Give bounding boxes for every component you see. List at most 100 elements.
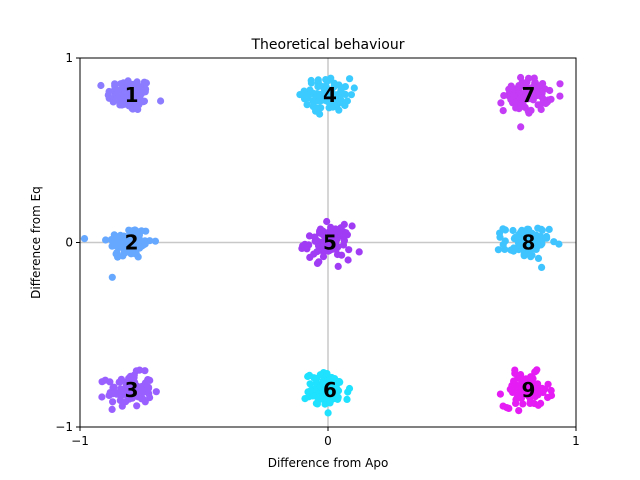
cluster-6-points (301, 369, 354, 417)
data-point (129, 240, 137, 248)
data-point (350, 84, 358, 92)
data-point (107, 236, 115, 244)
data-point (335, 106, 343, 114)
data-point (544, 380, 552, 388)
data-point (309, 392, 317, 400)
data-point (333, 250, 342, 259)
data-point (526, 385, 534, 393)
data-point (316, 225, 325, 233)
cluster-8-points (494, 224, 563, 271)
chart-title: Theoretical behaviour (251, 37, 405, 53)
data-point (319, 253, 328, 261)
data-point (336, 378, 344, 386)
data-point (547, 95, 555, 103)
data-point (343, 395, 351, 403)
data-point (80, 235, 89, 243)
cluster-5-points (298, 217, 363, 270)
data-point (511, 366, 519, 374)
data-point (327, 223, 335, 231)
data-point (334, 395, 342, 403)
data-point (133, 402, 141, 410)
data-point (126, 232, 134, 240)
data-point (324, 409, 332, 417)
data-point (537, 399, 545, 407)
data-point (311, 237, 319, 245)
data-point (501, 226, 509, 234)
data-point (525, 109, 533, 117)
cluster-7-points (497, 73, 564, 131)
data-point (534, 224, 542, 232)
data-point (520, 249, 529, 257)
data-point (133, 78, 141, 86)
data-point (132, 367, 140, 375)
data-point (550, 238, 558, 246)
data-point (313, 400, 321, 408)
data-point (345, 246, 353, 254)
data-point (518, 78, 526, 86)
data-point (327, 74, 335, 82)
data-point (306, 86, 314, 94)
data-point (325, 245, 333, 253)
data-point (305, 232, 314, 240)
data-point (534, 380, 542, 388)
data-point (141, 237, 149, 245)
data-point (122, 98, 130, 106)
data-point (106, 389, 114, 397)
data-point (547, 386, 555, 395)
cluster-label-7: 7 (521, 83, 535, 107)
cluster-labels: 1 2 3 4 5 6 7 8 9 (125, 83, 536, 402)
data-point (344, 256, 352, 264)
data-point (522, 375, 530, 383)
data-point (515, 407, 523, 415)
x-tick-label: −1 (71, 434, 89, 448)
data-point (132, 249, 140, 258)
data-point (108, 405, 116, 413)
data-point (123, 239, 131, 247)
data-point (334, 262, 342, 270)
data-point (306, 380, 314, 388)
data-point (512, 381, 520, 389)
data-point (533, 366, 541, 374)
data-point (126, 81, 134, 89)
cluster-9-points (496, 366, 556, 415)
data-point (321, 386, 330, 394)
data-point (494, 246, 502, 254)
data-point (327, 95, 336, 103)
data-point (127, 250, 135, 258)
data-point (516, 238, 524, 246)
cluster-label-8: 8 (521, 231, 535, 255)
data-point (348, 222, 356, 230)
data-point (123, 388, 131, 396)
data-point (517, 379, 526, 387)
data-point (333, 91, 342, 99)
data-point (529, 82, 538, 90)
data-point (322, 82, 330, 90)
data-point (98, 393, 106, 401)
data-point (300, 95, 309, 103)
x-tick-label: 1 (572, 434, 580, 448)
y-tick-label: 0 (65, 236, 73, 250)
axis-ticks: −1 0 1 −1 0 1 (55, 51, 580, 448)
data-point (97, 81, 105, 90)
data-point (132, 233, 140, 241)
data-points (80, 73, 564, 417)
data-point (124, 87, 132, 95)
data-point (534, 254, 543, 262)
cluster-label-1: 1 (125, 83, 139, 107)
data-point (137, 227, 146, 235)
cluster-label-5: 5 (323, 231, 337, 255)
data-point (538, 240, 546, 248)
data-point (345, 384, 354, 393)
data-point (517, 123, 525, 131)
cluster-label-2: 2 (125, 231, 139, 255)
data-point (520, 244, 528, 252)
data-point (545, 225, 553, 233)
data-point (112, 389, 120, 397)
data-point (134, 105, 142, 113)
data-point (497, 99, 505, 107)
data-point (501, 245, 509, 253)
cluster-3-points (98, 366, 160, 413)
data-point (130, 87, 138, 95)
data-point (105, 94, 113, 102)
data-point (146, 394, 154, 402)
